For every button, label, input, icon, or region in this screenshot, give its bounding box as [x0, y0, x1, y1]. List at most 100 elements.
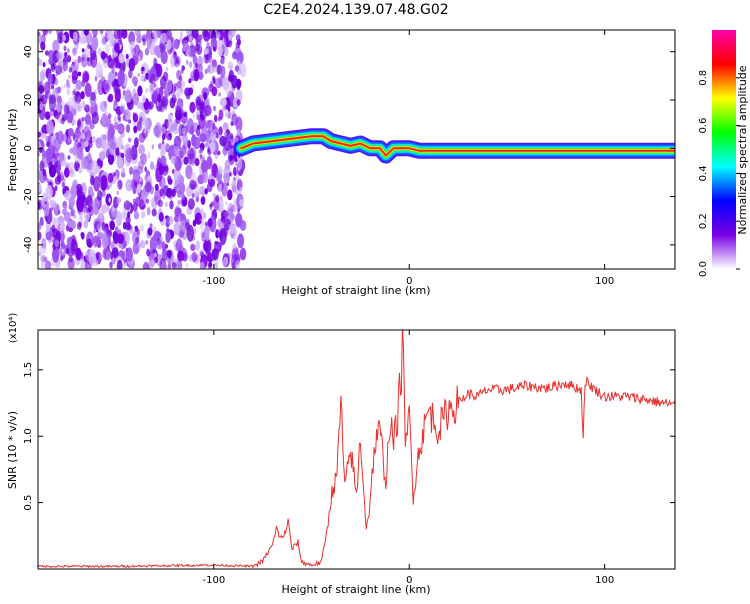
noise-speckle — [46, 141, 51, 148]
noise-speckle — [117, 116, 122, 123]
spectrogram-ticks: -100 0 100 -40 -20 0 20 40 — [23, 30, 675, 287]
noise-speckle — [129, 166, 134, 175]
noise-speckle — [118, 37, 123, 45]
noise-speckle — [167, 262, 172, 269]
noise-speckle — [88, 249, 97, 266]
noise-speckle — [234, 65, 240, 72]
noise-speckle — [179, 36, 183, 43]
noise-speckle — [220, 57, 225, 65]
noise-speckle — [71, 240, 79, 252]
noise-speckle — [187, 147, 195, 160]
noise-speckle — [177, 250, 185, 262]
noise-speckle — [173, 177, 179, 188]
noise-speckle — [44, 50, 49, 56]
noise-speckle — [229, 223, 236, 234]
noise-speckle — [69, 161, 74, 173]
noise-speckle — [91, 136, 96, 143]
noise-speckle — [57, 32, 65, 44]
noise-speckle — [187, 198, 195, 210]
spectrogram-image — [38, 30, 675, 269]
noise-speckle — [114, 71, 118, 77]
noise-speckle — [90, 35, 99, 51]
noise-speckle — [121, 250, 127, 260]
noise-speckle — [45, 184, 53, 200]
noise-speckle — [201, 231, 206, 239]
noise-speckle — [191, 192, 195, 199]
noise-speckle — [38, 222, 42, 231]
noise-speckle — [139, 199, 144, 205]
noise-speckle — [81, 48, 85, 53]
noise-speckle — [42, 168, 47, 177]
noise-speckle — [96, 189, 103, 202]
noise-speckle — [56, 51, 62, 60]
noise-speckle — [68, 67, 73, 73]
noise-speckle — [94, 75, 98, 82]
noise-speckle — [148, 253, 156, 267]
noise-speckle — [49, 111, 53, 117]
noise-speckle — [107, 172, 114, 183]
noise-speckle — [195, 240, 201, 252]
noise-speckle — [50, 231, 54, 237]
noise-speckle — [67, 155, 71, 160]
noise-speckle — [115, 226, 119, 234]
noise-speckle — [181, 80, 186, 88]
noise-speckle — [80, 232, 84, 238]
noise-speckle — [67, 219, 74, 228]
noise-speckle — [142, 95, 146, 103]
noise-speckle — [93, 228, 97, 233]
noise-speckle — [176, 90, 181, 99]
noise-speckle — [50, 125, 54, 134]
noise-speckle — [227, 61, 234, 70]
noise-speckle — [193, 68, 200, 82]
noise-speckle — [220, 215, 226, 222]
noise-speckle — [209, 206, 213, 212]
noise-speckle — [77, 71, 82, 77]
noise-speckle — [117, 136, 123, 150]
noise-speckle — [144, 166, 147, 172]
noise-speckle — [63, 211, 71, 222]
snr-frame — [37, 329, 676, 570]
noise-speckle — [236, 99, 241, 106]
noise-speckle — [182, 145, 187, 155]
noise-speckle — [51, 224, 56, 233]
noise-speckle — [210, 37, 217, 48]
noise-speckle — [128, 53, 132, 58]
noise-speckle — [137, 85, 143, 97]
noise-speckle — [150, 198, 155, 208]
noise-speckle — [79, 212, 84, 220]
noise-speckle — [89, 120, 95, 130]
spectrogram-ytick-label: -40 — [23, 237, 34, 253]
noise-speckle — [218, 45, 223, 57]
noise-speckle — [99, 101, 108, 112]
noise-speckle — [215, 194, 220, 203]
noise-speckle — [199, 261, 205, 269]
noise-speckle — [145, 198, 150, 204]
noise-speckle — [188, 61, 193, 68]
noise-speckle — [111, 66, 115, 73]
noise-speckle — [182, 133, 188, 146]
spectrogram-ytick-label: 0 — [23, 145, 34, 151]
noise-speckle — [110, 241, 115, 250]
snr-ytick-label: 1.0 — [23, 428, 34, 444]
noise-speckle — [200, 196, 206, 205]
noise-speckle — [107, 93, 114, 103]
noise-speckle — [112, 79, 119, 90]
noise-speckle — [153, 57, 158, 65]
noise-speckle — [132, 80, 136, 84]
noise-speckle — [225, 109, 229, 118]
noise-speckle — [138, 144, 146, 155]
noise-speckle — [92, 30, 98, 37]
noise-speckle — [222, 105, 226, 112]
noise-speckle — [236, 128, 241, 136]
noise-speckle — [178, 217, 182, 222]
noise-speckle — [63, 45, 67, 52]
noise-speckle — [235, 89, 243, 103]
noise-speckle — [227, 252, 231, 260]
noise-speckle — [41, 149, 47, 159]
noise-speckle — [235, 174, 239, 181]
noise-speckle — [199, 132, 207, 143]
spectrogram-ylabel: Frequency (Hz) — [6, 109, 19, 192]
noise-speckle — [149, 161, 155, 171]
noise-speckle — [145, 87, 148, 94]
noise-speckle — [63, 189, 67, 194]
